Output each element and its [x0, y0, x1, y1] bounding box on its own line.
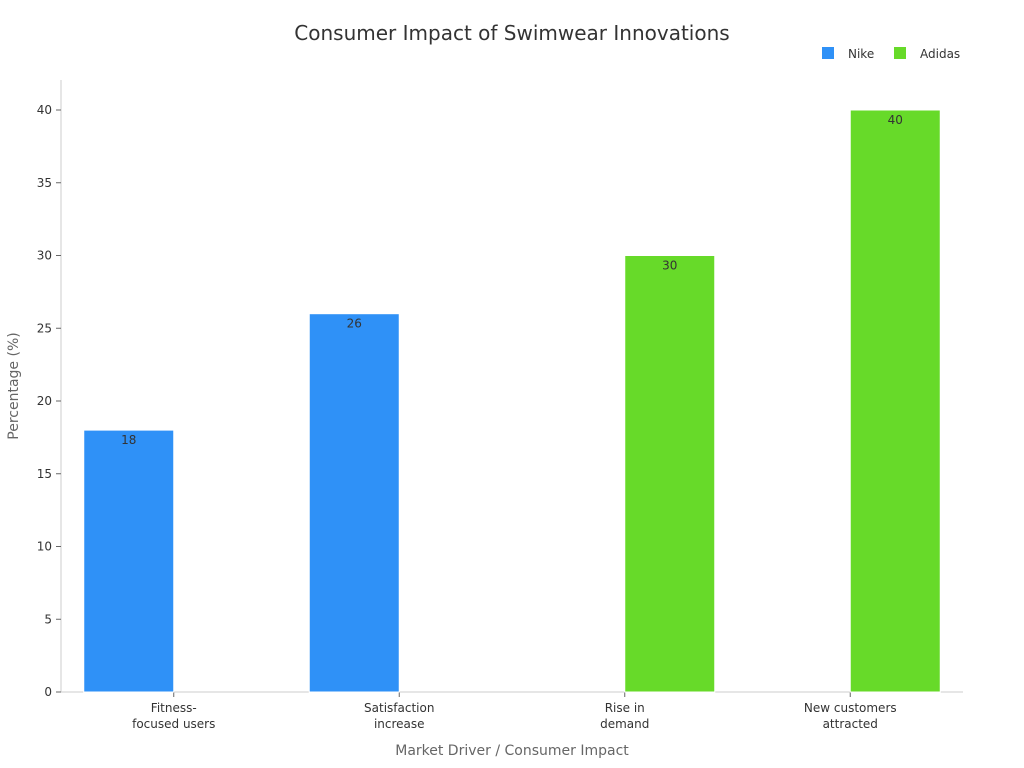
y-tick-label: 15: [37, 467, 52, 481]
y-tick-label: 40: [37, 103, 52, 117]
bar-adidas[interactable]: [624, 255, 716, 693]
bar-nike[interactable]: [83, 429, 175, 693]
y-tick-label: 10: [37, 540, 52, 554]
data-label: 30: [662, 259, 677, 273]
x-tick-label: Fitness-focused users: [132, 701, 215, 731]
y-tick-label: 30: [37, 249, 52, 263]
y-axis-title: Percentage (%): [6, 332, 22, 439]
y-tick-label: 5: [44, 612, 52, 626]
y-axis: 0 5 10 15 20 25 30 35 40: [37, 80, 62, 699]
y-tick-label: 0: [44, 685, 52, 699]
chart-legend: Nike Adidas: [822, 47, 960, 61]
x-axis-title: Market Driver / Consumer Impact: [395, 743, 629, 759]
x-tick-label: New customers attracted: [804, 701, 897, 731]
y-tick-label: 35: [37, 176, 52, 190]
bar-adidas[interactable]: [849, 109, 941, 693]
legend-label-adidas[interactable]: Adidas: [920, 47, 960, 61]
data-labels-group: 18 26 30 40: [121, 113, 903, 447]
chart-title: Consumer Impact of Swimwear Innovations: [294, 21, 729, 45]
x-tick-label: Rise in demand: [600, 701, 649, 731]
bars-group: [83, 109, 941, 693]
legend-swatch-nike[interactable]: [822, 47, 834, 59]
legend-swatch-adidas[interactable]: [894, 47, 906, 59]
x-tick-label: Satisfaction increase: [364, 701, 434, 731]
y-tick-label: 20: [37, 394, 52, 408]
data-label: 18: [121, 433, 136, 447]
bar-nike[interactable]: [308, 313, 400, 693]
x-axis: Fitness-focused users Satisfaction increas…: [61, 691, 963, 731]
data-label: 40: [888, 113, 903, 127]
legend-label-nike[interactable]: Nike: [848, 47, 874, 61]
y-tick-label: 25: [37, 321, 52, 335]
data-label: 26: [347, 317, 362, 331]
